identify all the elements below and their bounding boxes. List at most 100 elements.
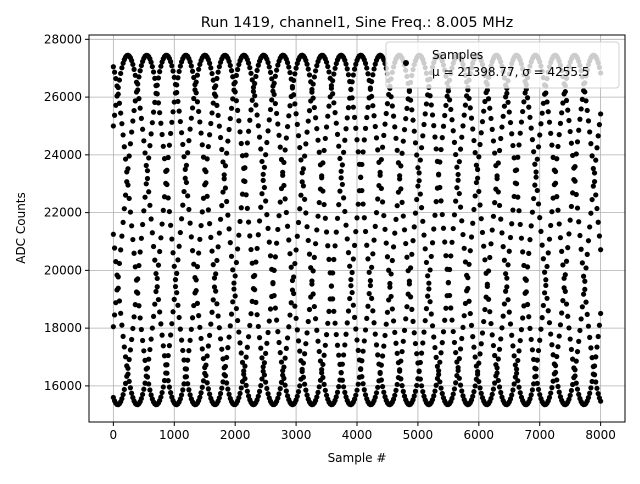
data-point xyxy=(334,131,341,137)
data-point xyxy=(496,147,503,154)
data-point xyxy=(286,324,292,330)
data-point xyxy=(585,395,592,401)
data-point xyxy=(353,392,359,398)
data-point xyxy=(274,317,280,323)
data-point xyxy=(282,382,288,388)
data-point xyxy=(393,135,399,141)
y-axis-label: ADC Counts xyxy=(14,192,28,264)
data-point xyxy=(598,247,604,253)
data-point xyxy=(292,303,298,309)
data-point xyxy=(418,145,425,151)
data-point xyxy=(518,327,525,333)
data-point xyxy=(406,87,412,93)
data-point xyxy=(543,282,549,289)
data-point xyxy=(247,233,253,239)
data-point xyxy=(481,243,487,249)
data-point xyxy=(394,381,400,388)
data-point xyxy=(282,355,288,361)
data-point xyxy=(293,315,299,321)
data-point xyxy=(500,113,506,119)
data-point xyxy=(205,143,211,150)
data-point xyxy=(153,270,159,277)
data-point xyxy=(261,372,268,378)
data-point xyxy=(361,137,367,143)
data-point xyxy=(594,385,600,391)
data-point xyxy=(500,313,506,319)
data-point xyxy=(120,219,126,225)
data-point xyxy=(348,276,354,283)
data-point xyxy=(427,299,433,305)
data-point xyxy=(453,349,459,356)
data-point xyxy=(255,232,261,238)
data-point xyxy=(149,63,155,70)
data-point xyxy=(594,205,600,212)
data-point xyxy=(227,62,233,69)
data-point xyxy=(124,373,130,379)
data-point xyxy=(317,377,324,383)
data-point xyxy=(188,115,194,121)
data-point xyxy=(189,68,196,74)
y-ticks: 16000 18000 20000 22000 24000 26000 28000 xyxy=(44,32,89,393)
data-point xyxy=(455,367,461,374)
data-point xyxy=(540,256,546,262)
data-point xyxy=(327,296,333,302)
data-point xyxy=(232,79,238,85)
data-point xyxy=(298,192,304,198)
data-point xyxy=(412,388,419,394)
data-point xyxy=(253,102,259,108)
data-point xyxy=(400,388,406,394)
data-point xyxy=(565,107,571,113)
data-point xyxy=(594,344,600,350)
data-point xyxy=(360,149,366,155)
data-point xyxy=(565,313,571,319)
data-point xyxy=(388,293,394,300)
data-point xyxy=(371,66,377,72)
data-point xyxy=(451,339,458,346)
data-point xyxy=(460,324,466,331)
data-point xyxy=(222,185,229,191)
data-point xyxy=(205,207,211,213)
data-point xyxy=(574,205,581,211)
data-point xyxy=(330,78,336,84)
data-point xyxy=(160,207,166,213)
data-point xyxy=(401,327,408,333)
data-point xyxy=(568,140,575,146)
data-point xyxy=(217,134,224,141)
data-point xyxy=(298,358,304,364)
data-point xyxy=(543,277,549,283)
data-point xyxy=(544,263,550,270)
data-point xyxy=(314,394,320,400)
data-point xyxy=(252,272,258,279)
data-point xyxy=(164,370,170,376)
data-point xyxy=(305,118,311,124)
data-point xyxy=(503,94,509,100)
data-point xyxy=(589,196,595,203)
data-point xyxy=(200,355,207,362)
data-point xyxy=(182,366,188,372)
data-point xyxy=(226,226,232,232)
data-point xyxy=(439,135,445,141)
data-point xyxy=(214,301,220,307)
data-point xyxy=(590,183,596,189)
data-point xyxy=(498,135,504,142)
data-point xyxy=(271,91,277,98)
data-point xyxy=(111,312,118,318)
data-point xyxy=(376,159,382,165)
data-point xyxy=(512,180,518,186)
data-point xyxy=(477,202,483,208)
data-point xyxy=(339,162,345,168)
data-point xyxy=(507,321,514,327)
data-point xyxy=(338,175,344,181)
data-point xyxy=(199,142,205,148)
data-point xyxy=(185,381,191,387)
data-point xyxy=(542,91,548,97)
data-point xyxy=(300,183,306,189)
data-point xyxy=(231,280,237,286)
data-point xyxy=(153,288,159,295)
data-point xyxy=(316,199,322,206)
data-point xyxy=(537,337,543,343)
data-point xyxy=(392,329,398,336)
data-point xyxy=(552,369,559,376)
x-tick-label: 3000 xyxy=(281,428,312,442)
